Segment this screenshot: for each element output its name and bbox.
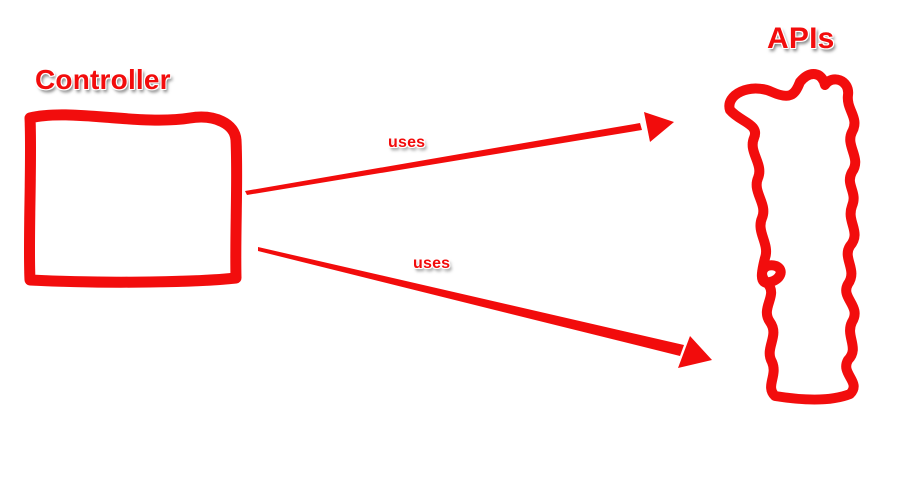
- controller-label: Controller: [35, 64, 171, 95]
- apis-label: APIs: [767, 22, 835, 55]
- uses-label-bottom: uses: [413, 255, 451, 272]
- uses-arrowhead-bottom: [678, 336, 712, 368]
- uses-arrow-bottom: [258, 247, 684, 356]
- uses-label-top: uses: [388, 134, 426, 151]
- controller-box: [23, 109, 243, 288]
- uses-arrow-top: [245, 123, 642, 195]
- uses-arrowhead-top: [644, 112, 674, 142]
- apis-cloud-shape: [724, 69, 861, 405]
